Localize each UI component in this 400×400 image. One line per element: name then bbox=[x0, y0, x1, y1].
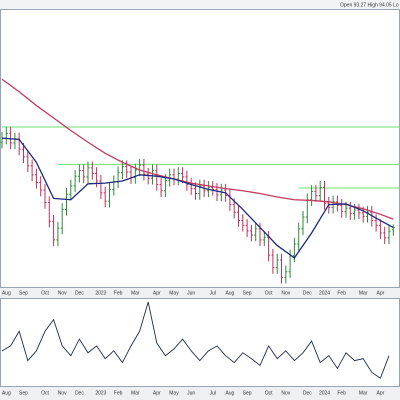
x-tick-label: Aug bbox=[2, 290, 11, 296]
x-tick-label: Oct bbox=[41, 390, 49, 396]
x-tick-label: 2023 bbox=[95, 390, 106, 396]
x-tick-label: Aug bbox=[225, 290, 234, 296]
x-tick-label: Sep bbox=[19, 390, 28, 396]
x-tick-label: Jul bbox=[209, 290, 215, 296]
x-tick-label: Aug bbox=[225, 390, 234, 396]
x-tick-label: Sep bbox=[19, 290, 28, 296]
x-tick-label: Jun bbox=[187, 390, 195, 396]
x-tick-label: Mar bbox=[359, 390, 368, 396]
x-tick-label: Dec bbox=[303, 290, 312, 296]
x-tick-label: 2023 bbox=[95, 290, 106, 296]
x-tick-label: Feb bbox=[337, 290, 346, 296]
moving-average bbox=[1, 137, 394, 259]
x-tick-label: Feb bbox=[337, 390, 346, 396]
x-axis-strip bbox=[0, 387, 400, 400]
x-tick-label: Sep bbox=[243, 390, 252, 396]
x-tick-label: Dec bbox=[303, 390, 312, 396]
x-tick-label: Dec bbox=[75, 290, 84, 296]
x-tick-label: Oct bbox=[265, 290, 273, 296]
x-tick-label: Apr bbox=[153, 290, 161, 296]
x-tick-label: Jul bbox=[209, 390, 215, 396]
moving-average bbox=[1, 78, 394, 220]
x-tick-label: Mar bbox=[359, 290, 368, 296]
x-tick-label: Apr bbox=[377, 290, 385, 296]
x-tick-label: Mar bbox=[131, 390, 140, 396]
x-tick-label: Dec bbox=[75, 390, 84, 396]
x-tick-label: Nov bbox=[58, 390, 67, 396]
x-tick-label: Oct bbox=[41, 290, 49, 296]
x-tick-label: Apr bbox=[377, 390, 385, 396]
x-tick-label: Mar bbox=[131, 290, 140, 296]
x-tick-label: Jun bbox=[187, 290, 195, 296]
x-tick-label: Feb bbox=[114, 390, 123, 396]
header-bar bbox=[0, 0, 400, 9]
x-tick-label: Nov bbox=[281, 390, 290, 396]
header-text: Open 93.27 High 94.05 Lo bbox=[340, 2, 399, 8]
x-tick-label: Apr bbox=[153, 390, 161, 396]
indicator-line bbox=[1, 301, 390, 379]
x-tick-label: Sep bbox=[243, 290, 252, 296]
x-axis-strip bbox=[0, 288, 400, 298]
x-tick-label: May bbox=[169, 390, 179, 396]
x-tick-label: Oct bbox=[265, 390, 273, 396]
x-tick-label: Feb bbox=[114, 290, 123, 296]
x-tick-label: 2024 bbox=[319, 390, 330, 396]
x-tick-label: 2024 bbox=[319, 290, 330, 296]
x-tick-label: Nov bbox=[281, 290, 290, 296]
x-tick-label: Nov bbox=[58, 290, 67, 296]
x-tick-label: Aug bbox=[2, 390, 11, 396]
x-tick-label: May bbox=[169, 290, 179, 296]
